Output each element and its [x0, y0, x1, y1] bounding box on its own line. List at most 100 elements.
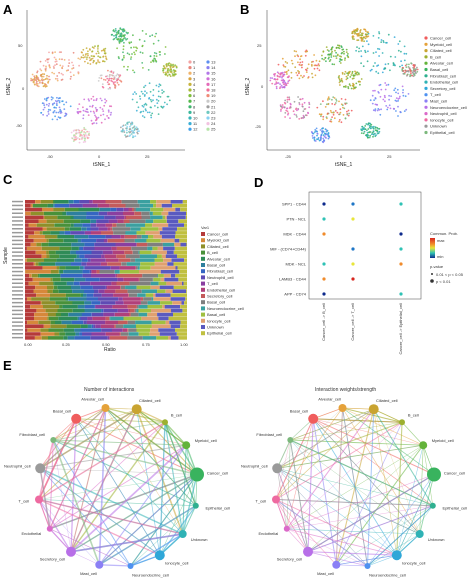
legend-swatch [201, 238, 205, 243]
data-point [78, 141, 81, 144]
bar-segment [159, 231, 176, 235]
data-point [39, 79, 41, 82]
data-point [340, 59, 342, 61]
network-node [303, 546, 313, 557]
legend-swatch [206, 99, 210, 103]
data-point [335, 55, 337, 57]
data-point [46, 58, 49, 61]
bar-segment [112, 305, 128, 309]
bar-segment [32, 203, 48, 208]
data-point [116, 47, 118, 50]
bar-segment [25, 301, 41, 305]
data-point [45, 65, 47, 68]
data-point [95, 116, 97, 118]
data-point [87, 62, 89, 65]
sample-label [12, 239, 23, 242]
data-point [410, 62, 412, 64]
bar-segment [48, 242, 72, 247]
network-node [308, 413, 319, 424]
data-point [50, 98, 53, 101]
data-point [298, 77, 301, 80]
bar-segment [107, 336, 110, 340]
bar-segment [64, 231, 71, 235]
network-node [419, 441, 428, 450]
data-point [43, 78, 45, 81]
data-point [372, 130, 375, 133]
legend-label: Endothelial_cell [207, 287, 235, 292]
data-point [68, 62, 71, 64]
bar-segment [53, 281, 55, 286]
bar-segment [170, 200, 183, 204]
data-point [284, 112, 287, 114]
data-point [271, 77, 274, 79]
legend-label: Fibroblast_cell [430, 73, 456, 78]
data-point [56, 75, 59, 77]
bar-segment [73, 223, 83, 227]
data-point [76, 111, 79, 113]
bar-segment [65, 297, 69, 301]
data-point [109, 113, 112, 116]
bar-segment [94, 289, 99, 293]
bar-segment [42, 227, 47, 231]
node-label: Neutrophil_cell [241, 464, 268, 469]
sample-label [12, 329, 23, 331]
bar-segment [123, 211, 135, 216]
data-point [354, 32, 356, 35]
bar-segment [160, 277, 165, 282]
bar-segment [31, 273, 38, 278]
data-point [91, 57, 94, 60]
dot [351, 247, 355, 251]
sample-label [12, 263, 23, 265]
bar-segment [80, 285, 93, 290]
data-point [315, 130, 318, 133]
bar-segment [101, 231, 114, 235]
data-point [92, 60, 95, 62]
data-point [388, 98, 390, 101]
data-point [407, 93, 410, 95]
bar-segment [125, 223, 145, 227]
data-point [400, 60, 402, 63]
data-point [354, 72, 357, 75]
data-point [120, 80, 122, 82]
bar-segment [87, 316, 93, 321]
data-point [371, 102, 374, 105]
bar-segment [141, 301, 148, 305]
data-point [169, 70, 172, 73]
bar-segment [66, 324, 81, 328]
data-point [130, 46, 133, 49]
edge [130, 474, 198, 567]
data-point [311, 65, 313, 67]
data-point [102, 113, 105, 116]
bar-segment [178, 277, 187, 282]
data-point [135, 126, 138, 129]
data-point [78, 103, 81, 105]
bar-segment [90, 227, 99, 231]
network-node [162, 419, 168, 426]
data-point [384, 63, 387, 66]
node-label: Ciliated_cell [139, 398, 161, 403]
sample-label [12, 301, 23, 304]
data-point [302, 114, 305, 117]
data-point [320, 113, 322, 116]
data-point [314, 129, 317, 131]
bar-segment [139, 203, 154, 208]
node-label: B_cell [171, 413, 182, 418]
bar-segment [47, 203, 54, 208]
node-label: Neutrophil_cell [4, 464, 31, 469]
data-point [395, 91, 397, 94]
data-point [58, 106, 61, 109]
edge [49, 439, 54, 529]
data-point [347, 74, 349, 76]
data-point [300, 74, 302, 77]
bar-segment [149, 211, 153, 216]
sample-label [12, 251, 23, 253]
bar-segment [86, 262, 101, 266]
network-node [131, 404, 142, 415]
legend-label: 3 [193, 76, 196, 81]
data-point [116, 79, 118, 82]
data-point [104, 118, 106, 121]
data-point [144, 90, 146, 93]
bar-segment [59, 246, 72, 251]
data-point [54, 60, 57, 63]
edge [422, 445, 434, 506]
